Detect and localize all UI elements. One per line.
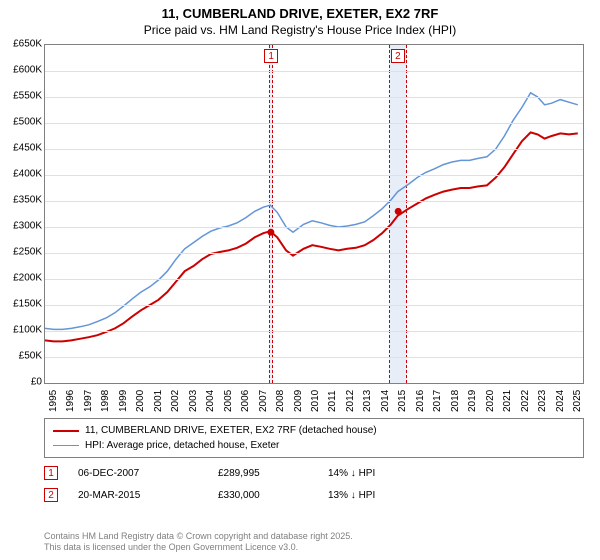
- x-axis-tick: 2015: [397, 390, 408, 412]
- y-axis-tick: £450K: [0, 143, 42, 154]
- gridline: [45, 71, 583, 72]
- y-axis-tick: £0: [0, 377, 42, 388]
- y-axis-tick: £150K: [0, 299, 42, 310]
- x-axis-tick: 2024: [555, 390, 566, 412]
- y-axis-tick: £550K: [0, 91, 42, 102]
- x-axis-tick: 2017: [432, 390, 443, 412]
- x-axis-tick: 2025: [572, 390, 583, 412]
- x-axis-tick: 2000: [135, 390, 146, 412]
- y-axis-tick: £50K: [0, 351, 42, 362]
- gridline: [45, 175, 583, 176]
- x-axis-tick: 1998: [100, 390, 111, 412]
- legend-box: 11, CUMBERLAND DRIVE, EXETER, EX2 7RF (d…: [44, 418, 584, 458]
- gridline: [45, 279, 583, 280]
- legend-row: HPI: Average price, detached house, Exet…: [53, 438, 575, 453]
- series-hpi: [45, 93, 578, 330]
- gridline: [45, 227, 583, 228]
- sale-date: 06-DEC-2007: [78, 468, 218, 479]
- y-axis-tick: £300K: [0, 221, 42, 232]
- sale-row: 1 06-DEC-2007£289,99514% ↓ HPI: [44, 462, 584, 484]
- series-price_paid: [45, 132, 578, 341]
- gridline: [45, 357, 583, 358]
- sale-diff: 13% ↓ HPI: [328, 490, 375, 501]
- footer-attribution: Contains HM Land Registry data © Crown c…: [44, 531, 584, 554]
- x-axis-tick: 2010: [310, 390, 321, 412]
- y-axis-tick: £600K: [0, 65, 42, 76]
- x-axis-tick: 2009: [293, 390, 304, 412]
- x-axis-tick: 1996: [65, 390, 76, 412]
- x-axis-tick: 2004: [205, 390, 216, 412]
- legend-swatch: [53, 430, 79, 432]
- x-axis-tick: 2016: [415, 390, 426, 412]
- x-axis-tick: 2003: [188, 390, 199, 412]
- chart-plot-area: 12: [44, 44, 584, 384]
- x-axis-tick: 2008: [275, 390, 286, 412]
- y-axis-tick: £250K: [0, 247, 42, 258]
- x-axis-tick: 2014: [380, 390, 391, 412]
- sale-marker-1: 1: [264, 49, 278, 63]
- x-axis-tick: 2002: [170, 390, 181, 412]
- y-axis-tick: £200K: [0, 273, 42, 284]
- sale-price: £330,000: [218, 490, 328, 501]
- sale-row-marker: 1: [44, 466, 58, 480]
- x-axis-tick: 1995: [48, 390, 59, 412]
- x-axis-tick: 2019: [467, 390, 478, 412]
- title-block: 11, CUMBERLAND DRIVE, EXETER, EX2 7RF Pr…: [0, 0, 600, 38]
- chart-title: 11, CUMBERLAND DRIVE, EXETER, EX2 7RF: [0, 6, 600, 23]
- gridline: [45, 97, 583, 98]
- x-axis-tick: 2013: [362, 390, 373, 412]
- legend-swatch: [53, 445, 79, 446]
- y-axis-tick: £650K: [0, 39, 42, 50]
- chart-svg: [45, 45, 583, 383]
- sales-block: 1 06-DEC-2007£289,99514% ↓ HPI 2 20-MAR-201…: [44, 462, 584, 506]
- sale-row-marker: 2: [44, 488, 58, 502]
- legend-label: 11, CUMBERLAND DRIVE, EXETER, EX2 7RF (d…: [85, 423, 377, 438]
- x-axis-tick: 2001: [153, 390, 164, 412]
- gridline: [45, 149, 583, 150]
- footer-line-1: Contains HM Land Registry data © Crown c…: [44, 531, 584, 543]
- x-axis-tick: 2022: [520, 390, 531, 412]
- gridline: [45, 305, 583, 306]
- footer-line-2: This data is licensed under the Open Gov…: [44, 542, 584, 554]
- x-axis-tick: 2021: [502, 390, 513, 412]
- x-axis-tick: 1997: [83, 390, 94, 412]
- y-axis-tick: £400K: [0, 169, 42, 180]
- x-axis-tick: 2006: [240, 390, 251, 412]
- sale-diff: 14% ↓ HPI: [328, 468, 375, 479]
- gridline: [45, 201, 583, 202]
- x-axis-tick: 2018: [450, 390, 461, 412]
- y-axis-tick: £100K: [0, 325, 42, 336]
- chart-subtitle: Price paid vs. HM Land Registry's House …: [0, 23, 600, 39]
- sale-row: 2 20-MAR-2015£330,00013% ↓ HPI: [44, 484, 584, 506]
- legend-label: HPI: Average price, detached house, Exet…: [85, 438, 279, 453]
- x-axis-tick: 2012: [345, 390, 356, 412]
- legend-row: 11, CUMBERLAND DRIVE, EXETER, EX2 7RF (d…: [53, 423, 575, 438]
- x-axis-tick: 1999: [118, 390, 129, 412]
- sale-dot: [395, 208, 402, 215]
- gridline: [45, 123, 583, 124]
- sale-date: 20-MAR-2015: [78, 490, 218, 501]
- y-axis-tick: £350K: [0, 195, 42, 206]
- sale-price: £289,995: [218, 468, 328, 479]
- gridline: [45, 253, 583, 254]
- x-axis-tick: 2005: [223, 390, 234, 412]
- x-axis-tick: 2007: [258, 390, 269, 412]
- x-axis-tick: 2023: [537, 390, 548, 412]
- chart-container: 11, CUMBERLAND DRIVE, EXETER, EX2 7RF Pr…: [0, 0, 600, 560]
- x-axis-tick: 2020: [485, 390, 496, 412]
- x-axis-tick: 2011: [327, 390, 338, 412]
- sale-marker-2: 2: [391, 49, 405, 63]
- sale-dot: [267, 229, 274, 236]
- y-axis-tick: £500K: [0, 117, 42, 128]
- gridline: [45, 331, 583, 332]
